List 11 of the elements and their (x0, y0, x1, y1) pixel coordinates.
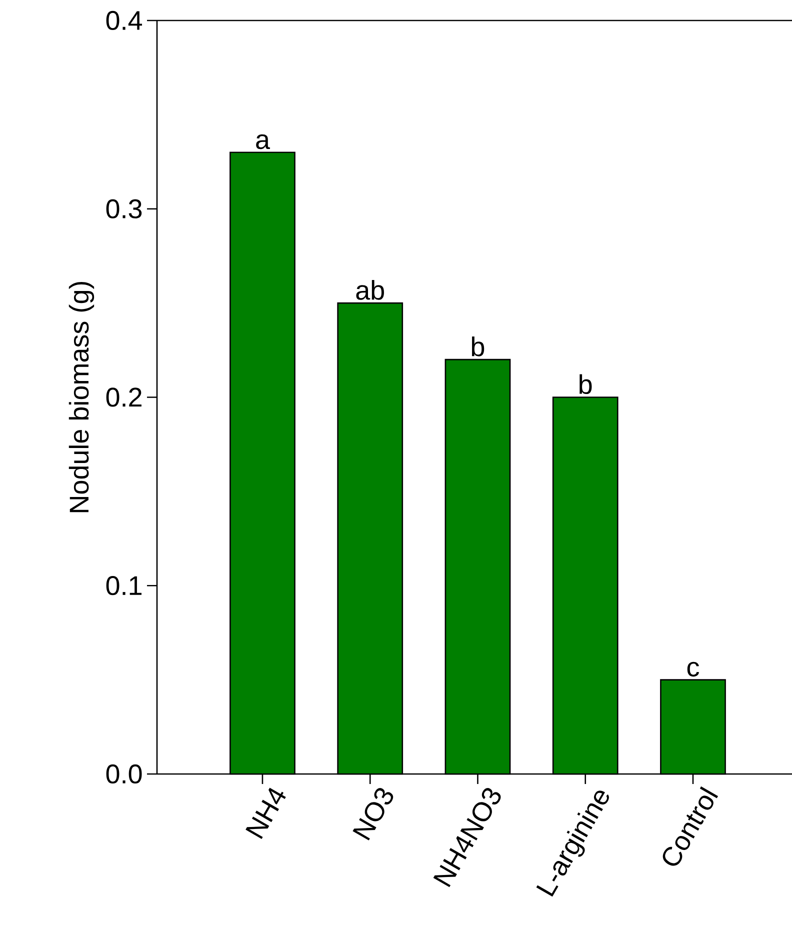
y-tick-label: 0.1 (106, 576, 142, 596)
data-label: ab (356, 280, 384, 300)
y-tick-label: 0.4 (106, 10, 142, 30)
y-tick-label: 0.3 (106, 199, 142, 218)
data-label: b (580, 374, 592, 394)
y-tick-label: 0.2 (106, 388, 142, 407)
data-label: a (256, 134, 270, 150)
y-axis-title: Nodule biomass (g) (68, 282, 94, 512)
data-label: b (472, 336, 484, 356)
y-tick-label: 0.0 (106, 764, 142, 784)
data-label: c (687, 662, 700, 677)
